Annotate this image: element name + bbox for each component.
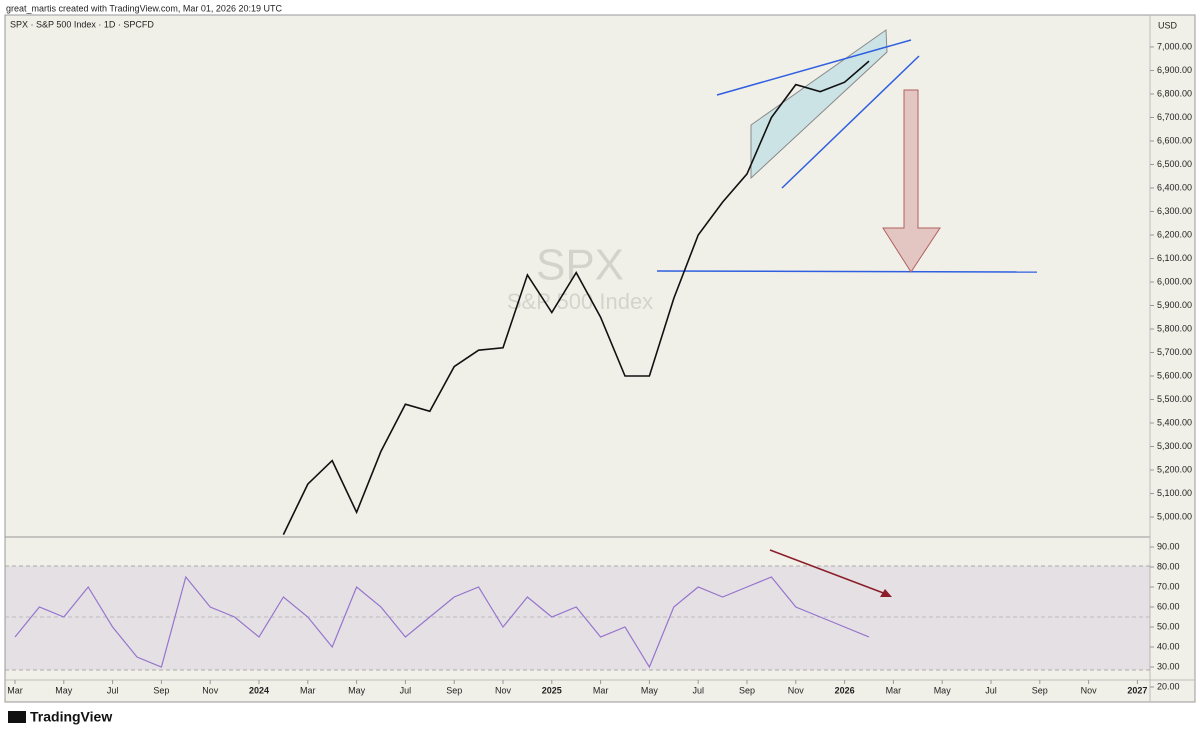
divergence-arrowhead xyxy=(880,589,892,597)
y-tick-label: 40.00 xyxy=(1157,641,1180,651)
x-tick-label: 2024 xyxy=(249,685,269,695)
x-tick-label: Sep xyxy=(446,685,462,695)
x-tick-label: Nov xyxy=(202,685,219,695)
y-tick-label: 60.00 xyxy=(1157,601,1180,611)
x-tick-label: Nov xyxy=(495,685,512,695)
x-tick-label: Mar xyxy=(7,685,23,695)
rsi-band xyxy=(5,566,1150,670)
divergence-line xyxy=(769,549,887,595)
y-tick-label: 6,600.00 xyxy=(1157,135,1192,145)
x-tick-label: 2026 xyxy=(835,685,855,695)
x-tick-label: May xyxy=(641,685,659,695)
chart-frame xyxy=(4,14,1196,703)
y-tick-label: 80.00 xyxy=(1157,561,1180,571)
y-tick-label: 6,200.00 xyxy=(1157,229,1192,239)
y-tick-label: 20.00 xyxy=(1157,681,1180,691)
x-tick-label: Nov xyxy=(788,685,805,695)
y-tick-label: 6,300.00 xyxy=(1157,206,1192,216)
y-tick-label: 5,400.00 xyxy=(1157,417,1192,427)
y-tick-label: 6,900.00 xyxy=(1157,65,1192,75)
x-tick-label: 2025 xyxy=(542,685,562,695)
credit: great_martis created with TradingView.co… xyxy=(6,3,282,13)
y-tick-label: 5,300.00 xyxy=(1157,441,1192,451)
x-tick-label: May xyxy=(55,685,73,695)
y-tick-label: 5,600.00 xyxy=(1157,370,1192,380)
x-tick-label: 2027 xyxy=(1127,685,1147,695)
lower-trendline xyxy=(781,55,920,189)
series-line xyxy=(14,575,870,669)
y-tick-label: 30.00 xyxy=(1157,661,1180,671)
y-tick-label: 5,900.00 xyxy=(1157,300,1192,310)
brand: TradingView xyxy=(30,709,112,725)
x-tick-label: Mar xyxy=(300,685,316,695)
y-tick-label: 70.00 xyxy=(1157,581,1180,591)
x-tick-label: Mar xyxy=(593,685,609,695)
x-tick-label: Sep xyxy=(739,685,755,695)
y-tick-label: 5,200.00 xyxy=(1157,464,1192,474)
y-tick-label: 5,100.00 xyxy=(1157,488,1192,498)
x-tick-label: Jul xyxy=(692,685,704,695)
x-tick-label: Jul xyxy=(985,685,997,695)
x-tick-label: Nov xyxy=(1081,685,1098,695)
y-tick-label: 6,100.00 xyxy=(1157,253,1192,263)
y-tick-label: 6,700.00 xyxy=(1157,112,1192,122)
x-tick-label: Jul xyxy=(400,685,412,695)
watermark: SPX xyxy=(536,241,624,290)
down-arrow xyxy=(882,89,941,273)
y-tick-label: 5,000.00 xyxy=(1157,511,1192,521)
y-tick-label: 6,500.00 xyxy=(1157,159,1192,169)
logo-icon xyxy=(8,711,26,723)
x-tick-label: Sep xyxy=(1032,685,1048,695)
y-tick-label: 5,700.00 xyxy=(1157,347,1192,357)
watermark-subtitle: S&P 500 Index xyxy=(507,289,653,314)
y-tick-label: 6,800.00 xyxy=(1157,88,1192,98)
y-tick-label: 5,500.00 xyxy=(1157,394,1192,404)
currency: USD xyxy=(1158,20,1178,30)
chart-title: SPX · S&P 500 Index · 1D · SPCFD xyxy=(10,19,154,29)
x-tick-label: May xyxy=(934,685,952,695)
y-tick-label: 6,000.00 xyxy=(1157,276,1192,286)
upper-trendline xyxy=(716,39,912,96)
x-tick-label: Jul xyxy=(107,685,119,695)
y-tick-label: 7,000.00 xyxy=(1157,41,1192,51)
x-tick-label: Sep xyxy=(153,685,169,695)
channel xyxy=(750,29,888,180)
y-tick-label: 5,800.00 xyxy=(1157,323,1192,333)
x-tick-label: Mar xyxy=(886,685,902,695)
target-line xyxy=(656,270,1038,273)
y-tick-label: 6,400.00 xyxy=(1157,182,1192,192)
x-tick-label: May xyxy=(348,685,366,695)
series-line xyxy=(282,60,870,535)
y-tick-label: 90.00 xyxy=(1157,541,1180,551)
y-tick-label: 50.00 xyxy=(1157,621,1180,631)
